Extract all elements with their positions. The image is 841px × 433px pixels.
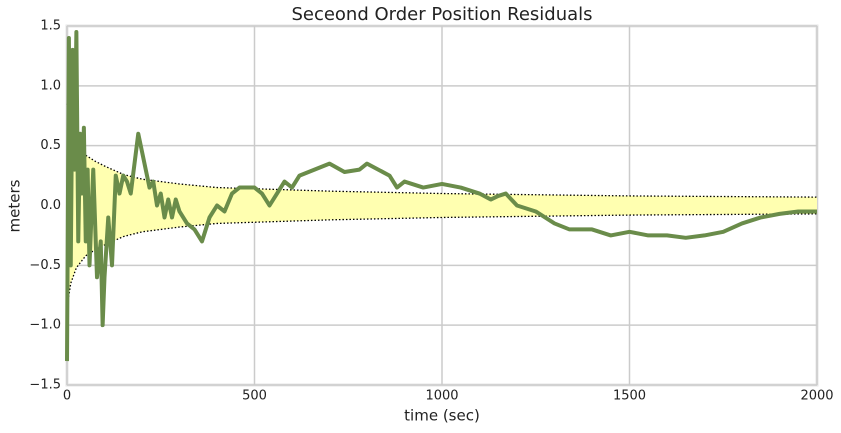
x-tick-label: 2000 bbox=[800, 389, 833, 404]
bound-line bbox=[66, 213, 818, 308]
x-tick-label: 1500 bbox=[613, 389, 646, 404]
y-tick-label: −1.5 bbox=[29, 378, 61, 393]
y-tick-label: 0.5 bbox=[40, 138, 61, 153]
y-tick-label: −1.0 bbox=[29, 318, 61, 333]
y-tick-label: 1.5 bbox=[40, 19, 61, 34]
x-tick-label: 500 bbox=[242, 389, 267, 404]
y-tick-label: −0.5 bbox=[29, 258, 61, 273]
x-tick-label: 0 bbox=[63, 389, 71, 404]
band-fill bbox=[67, 103, 817, 308]
y-tick-label: 0.0 bbox=[40, 198, 61, 213]
x-axis-label: time (sec) bbox=[404, 407, 480, 425]
y-axis-label: meters bbox=[6, 179, 24, 232]
y-tick-label: 1.0 bbox=[40, 78, 61, 93]
residual-line bbox=[65, 29, 817, 362]
x-tick-label: 1000 bbox=[425, 389, 458, 404]
chart-title: Seceond Order Position Residuals bbox=[291, 4, 592, 25]
